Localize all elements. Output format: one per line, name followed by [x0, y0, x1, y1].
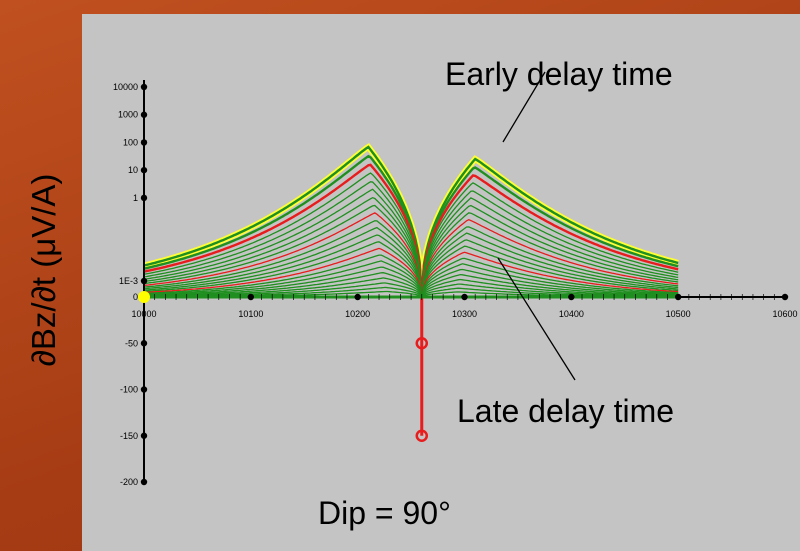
y-tick-dot — [140, 277, 148, 285]
y-tick-label: 10 — [128, 165, 138, 175]
y-tick-label: -50 — [125, 338, 138, 348]
y-tick-dot — [140, 139, 148, 146]
y-tick-dot — [140, 111, 148, 118]
y-tick-dot — [140, 340, 148, 347]
y-tick-label: -150 — [120, 431, 138, 441]
series-line-10 — [143, 220, 679, 298]
origin-marker — [138, 291, 150, 303]
x-tick-dot — [674, 293, 682, 301]
series-line-6 — [143, 188, 679, 298]
annotation-late: Late delay time — [457, 393, 674, 429]
y-tick-label: 1E-3 — [119, 276, 138, 286]
pointer-late — [497, 257, 576, 381]
series-line-20 — [144, 282, 679, 299]
x-tick-label: 10000 — [131, 309, 156, 319]
y-tick-label: 100 — [123, 137, 138, 147]
x-tick-dot — [461, 293, 468, 301]
series-line-11 — [143, 226, 679, 298]
y-tick-label: 1000 — [118, 110, 138, 120]
series-line-14 — [143, 247, 679, 298]
series-line-13 — [143, 241, 679, 298]
x-tick-label: 10200 — [345, 309, 370, 319]
series-line-9 — [143, 212, 679, 298]
annotation-early: Early delay time — [445, 56, 673, 92]
x-tick-dot — [781, 293, 789, 301]
x-tick-label: 10500 — [666, 309, 691, 319]
pointer-early — [502, 71, 546, 143]
y-tick-dot — [140, 83, 148, 91]
series-line-19 — [144, 277, 679, 299]
series-line-7 — [143, 196, 679, 298]
x-tick-label: 10300 — [452, 309, 477, 319]
series-line-16 — [143, 260, 679, 298]
x-tick-label: 10400 — [559, 309, 584, 319]
y-tick-label: -100 — [120, 385, 138, 395]
series-line-15 — [144, 254, 679, 298]
series-line-18 — [144, 272, 679, 300]
series-line-3 — [143, 163, 679, 298]
x-tick-dot — [568, 293, 575, 301]
y-tick-dot — [140, 478, 148, 486]
x-tick-label: 10100 — [238, 309, 263, 319]
series-line-8 — [143, 204, 679, 298]
series-line-2 — [143, 154, 679, 298]
anomaly-marker — [415, 429, 429, 442]
x-tick-dot — [354, 293, 361, 301]
series-line-17 — [143, 266, 679, 300]
anomaly-marker — [415, 337, 429, 350]
x-tick-dot — [247, 293, 255, 301]
series-line-12 — [143, 234, 679, 298]
y-tick-label: 10000 — [113, 82, 138, 92]
y-tick-label: 0 — [133, 292, 138, 302]
y-tick-label: -200 — [120, 477, 138, 487]
ticks-group: 10000 10100 10200 10300 10400 10500 1060010000… — [113, 82, 798, 487]
x-tick-label: 10600 — [772, 309, 797, 319]
series-line-5 — [143, 181, 679, 298]
y-tick-label: 1 — [133, 193, 138, 203]
y-tick-dot — [140, 166, 148, 174]
y-tick-dot — [140, 194, 148, 202]
annotation-dip: Dip = 90° — [318, 495, 451, 531]
y-tick-dot — [140, 386, 148, 393]
callouts-group: Early delay time Late delay time Dip = 90° — [318, 56, 674, 531]
series-line-4 — [143, 172, 679, 298]
y-tick-dot — [140, 432, 148, 439]
series-line-1 — [143, 145, 679, 298]
